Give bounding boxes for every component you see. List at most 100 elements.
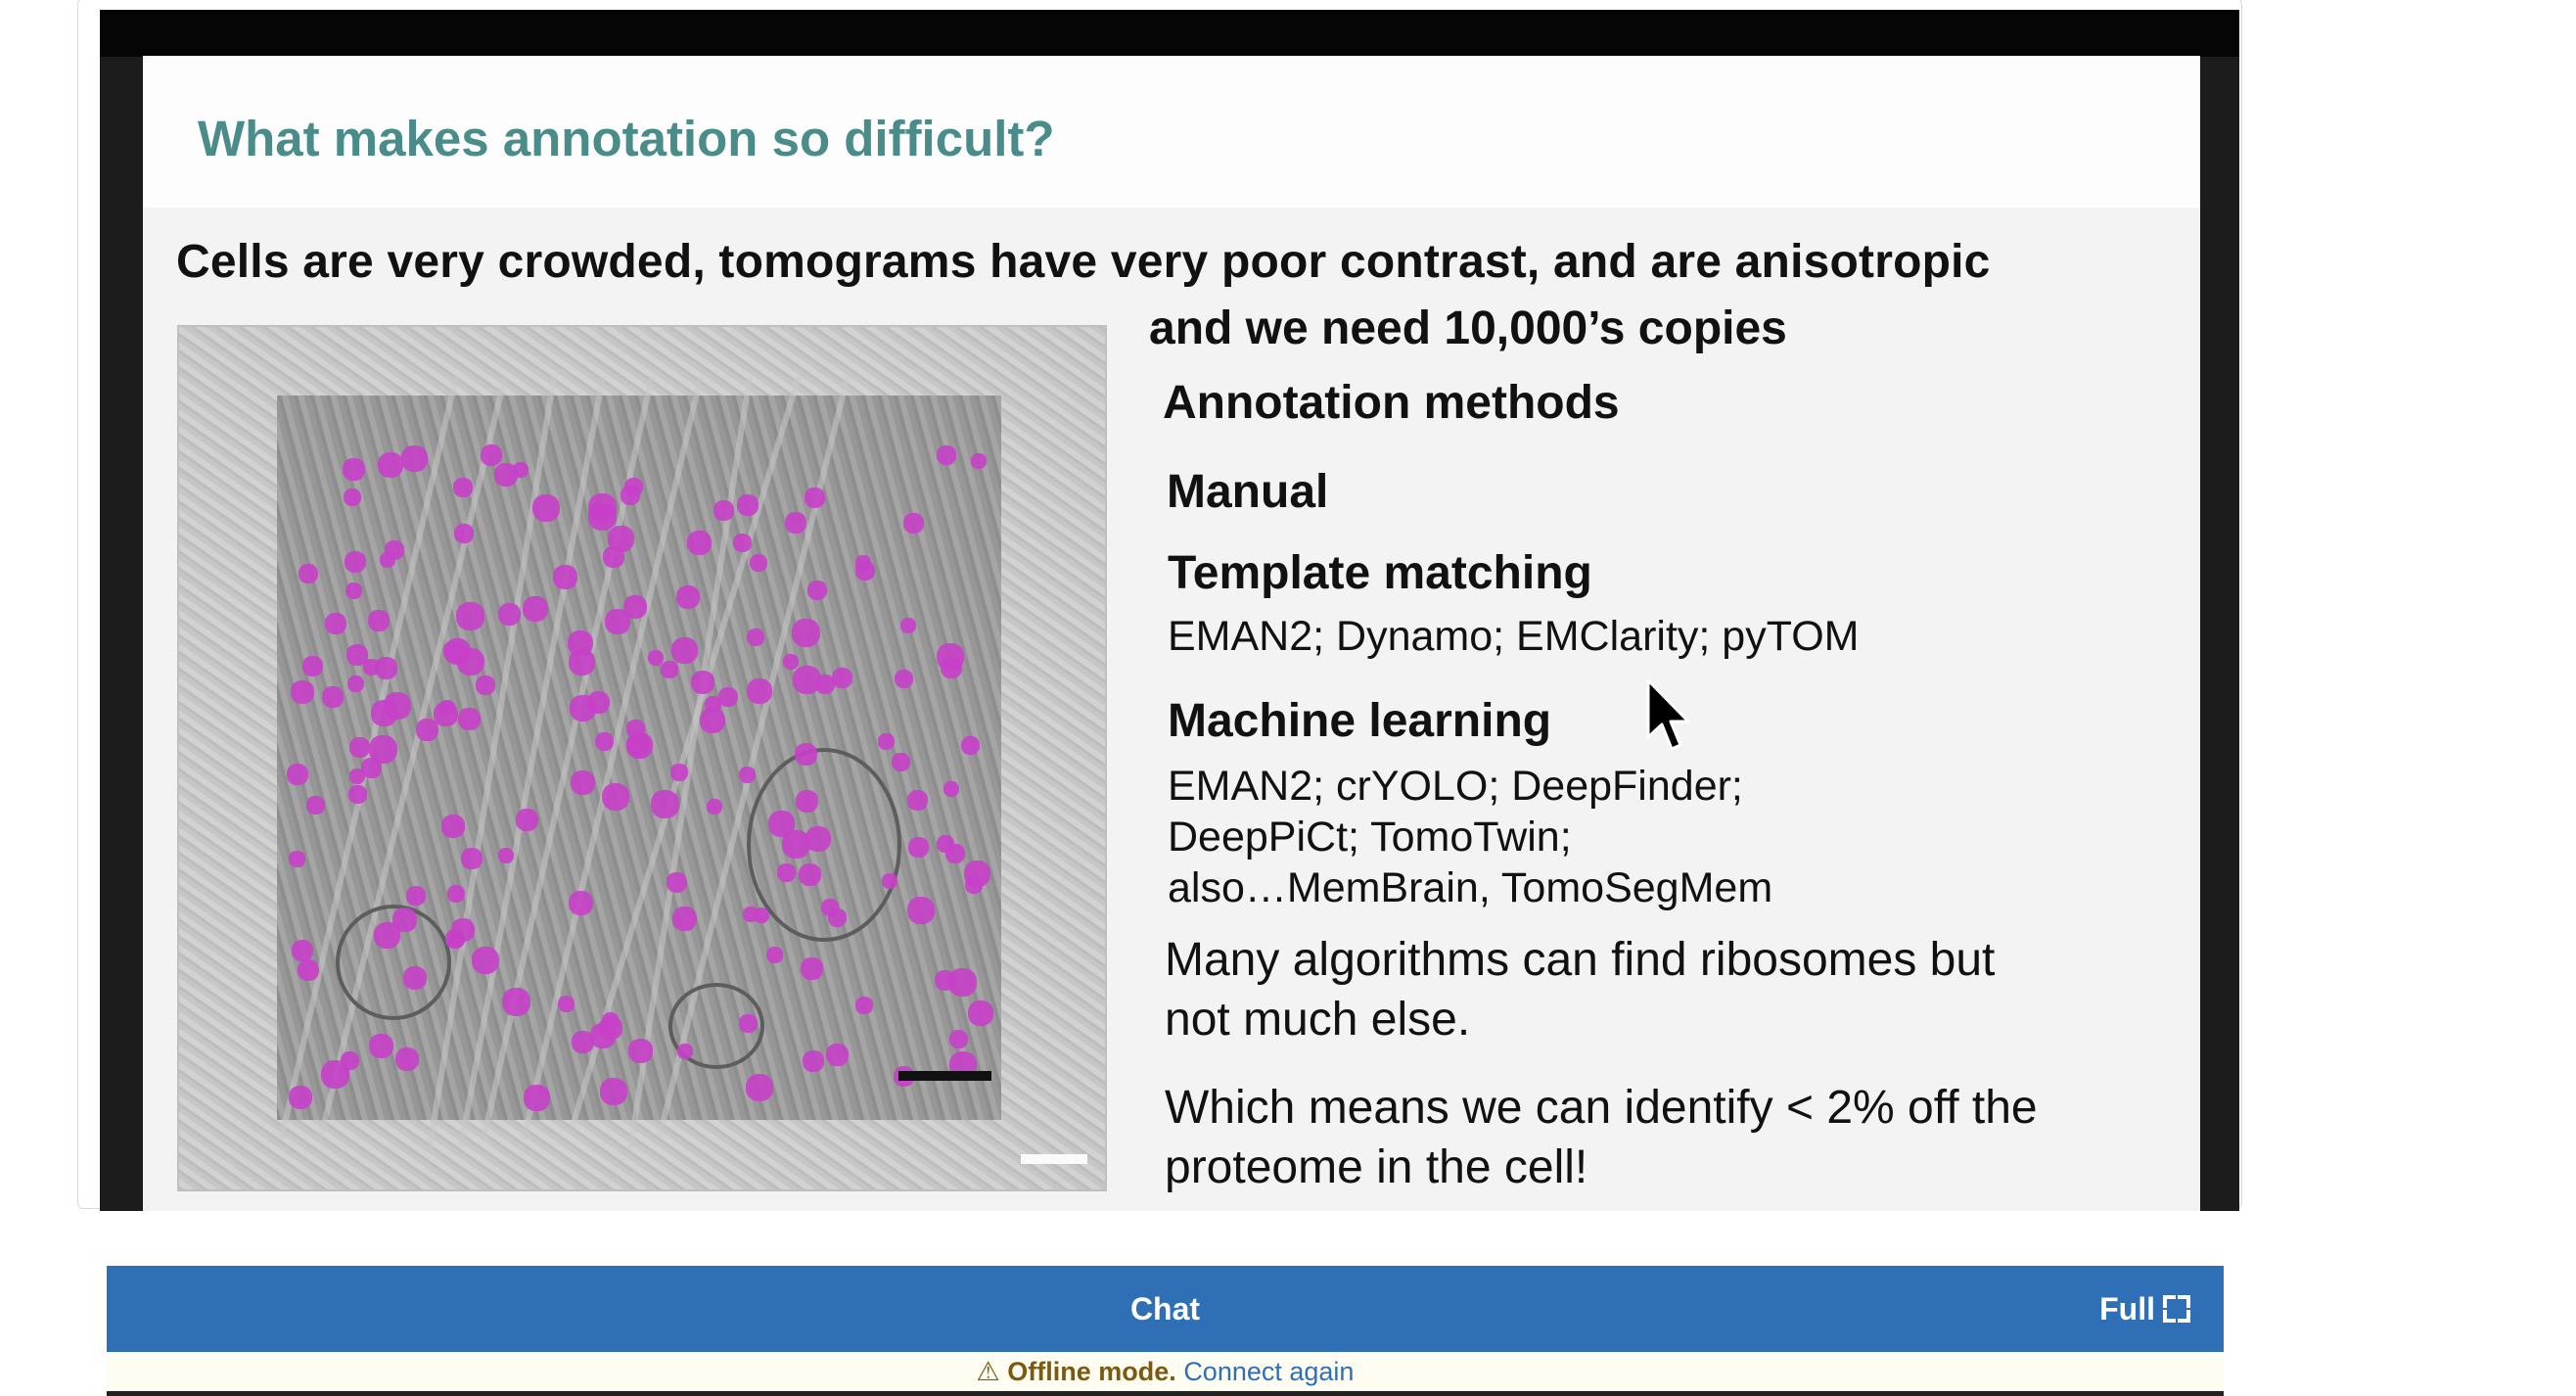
ribosome-marker: [739, 1014, 758, 1033]
slide-subtitle: Cells are very crowded, tomograms have v…: [176, 236, 1991, 288]
ribosome-marker: [571, 770, 595, 795]
ribosome-marker: [621, 486, 640, 505]
ribosome-marker: [349, 768, 365, 784]
ribosome-marker: [461, 848, 483, 869]
ribosome-marker: [670, 764, 688, 781]
ribosome-marker: [892, 753, 910, 771]
slide-title: What makes annotation so difficult?: [198, 111, 1055, 166]
slide-subtitle-continued: and we need 10,000’s copies: [1149, 302, 1787, 354]
ribosome-marker: [325, 613, 346, 634]
ribosome-marker: [651, 790, 679, 818]
presentation-slide: What makes annotation so difficult? Cell…: [143, 56, 2200, 1211]
ribosome-marker: [456, 602, 484, 630]
ribosome-marker: [961, 736, 980, 755]
ribosome-marker: [768, 811, 795, 837]
ribosome-marker: [799, 863, 821, 886]
mouse-cursor-icon: [1646, 678, 1690, 751]
ribosome-marker: [378, 452, 403, 478]
ribosome-marker: [457, 648, 484, 675]
ribosome-marker: [498, 848, 514, 863]
template-matching-heading: Template matching: [1168, 547, 1592, 599]
ribosome-marker: [605, 609, 630, 634]
ribosome-marker: [713, 500, 734, 521]
ribosome-marker: [855, 997, 873, 1014]
reconnect-link[interactable]: Connect again: [1183, 1357, 1355, 1386]
ribosome-marker: [626, 720, 645, 738]
ribosome-marker: [900, 618, 916, 633]
ribosome-marker: [572, 1031, 594, 1053]
chat-header[interactable]: Chat Full: [107, 1266, 2224, 1352]
ribosome-marker: [346, 644, 368, 666]
offline-label: Offline mode.: [1007, 1357, 1176, 1386]
ribosome-marker: [707, 799, 722, 814]
ribosome-marker: [826, 1044, 849, 1066]
ribosome-marker: [949, 1030, 968, 1048]
ribosome-marker: [803, 1050, 824, 1072]
ribosome-marker: [458, 708, 481, 730]
ml-tools-line-1: EMAN2; crYOLO; DeepFinder;: [1168, 763, 1743, 810]
ribosome-marker: [718, 687, 738, 707]
ribosome-marker: [903, 513, 924, 534]
ribosome-marker: [832, 668, 852, 688]
ribosome-marker: [895, 670, 913, 688]
ribosome-marker: [341, 1051, 359, 1070]
note-2-line-2: proteome in the cell!: [1165, 1141, 1588, 1193]
ribosome-marker: [570, 695, 596, 721]
ribosome-marker: [737, 494, 759, 516]
ribosome-marker: [451, 918, 475, 942]
fullscreen-button[interactable]: Full: [2099, 1266, 2190, 1352]
fullscreen-label: Full: [2099, 1291, 2155, 1326]
ribosome-marker: [965, 876, 983, 894]
ribosome-marker: [878, 733, 895, 750]
ribosome-marker: [783, 654, 799, 670]
ribosome-marker: [343, 458, 365, 481]
ribosome-marker: [344, 489, 361, 506]
ribosome-marker: [292, 940, 313, 961]
ribosome-marker: [807, 581, 827, 600]
ribosome-marker: [375, 657, 397, 679]
ribosome-marker: [743, 907, 759, 922]
ribosome-marker: [602, 1012, 619, 1029]
offline-banner: ⚠ Offline mode. Connect again: [107, 1352, 2224, 1391]
ribosome-marker: [454, 524, 474, 543]
ribosome-marker: [733, 534, 752, 552]
ribosome-marker: [747, 628, 764, 646]
ribosome-marker: [907, 790, 928, 811]
ribosome-marker: [595, 732, 614, 751]
ribosome-marker: [628, 1039, 653, 1063]
ribosome-marker: [793, 666, 821, 694]
ribosome-marker: [472, 947, 499, 974]
ribosome-marker: [626, 734, 649, 757]
ribosome-marker: [777, 863, 796, 882]
ribosome-marker: [937, 643, 964, 671]
vesicle-outline: [747, 748, 901, 942]
ribosome-marker: [602, 783, 629, 811]
ribosome-marker: [971, 453, 987, 469]
ribosome-marker: [805, 826, 831, 852]
ribosome-marker: [569, 649, 595, 675]
ribosome-marker: [553, 565, 577, 589]
filament-streak: [426, 376, 557, 1150]
ribosome-marker: [588, 493, 617, 522]
ribosome-marker: [600, 1078, 627, 1105]
video-player[interactable]: What makes annotation so difficult? Cell…: [100, 10, 2239, 1211]
ribosome-marker: [661, 661, 678, 678]
ribosome-marker: [439, 700, 455, 716]
ribosome-marker: [385, 540, 404, 560]
ribosome-marker: [948, 968, 977, 997]
video-top-bar: [100, 10, 2239, 57]
note-1-line-1: Many algorithms can find ribosomes but: [1165, 934, 1996, 986]
template-matching-tools: EMAN2; Dynamo; EMClarity; pyTOM: [1168, 613, 1860, 660]
ribosome-marker: [882, 873, 897, 889]
ribosome-marker: [943, 781, 959, 797]
chat-body-edge: [107, 1391, 2224, 1396]
ribosome-marker: [369, 1034, 393, 1058]
ribosome-marker: [384, 692, 411, 720]
ribosome-marker: [447, 885, 465, 903]
ribosome-marker: [481, 444, 502, 466]
machine-learning-heading: Machine learning: [1168, 695, 1552, 747]
ribosome-marker: [374, 922, 400, 949]
ribosome-marker: [968, 1000, 993, 1026]
ribosome-marker: [672, 907, 697, 931]
ribosome-marker: [908, 837, 929, 858]
